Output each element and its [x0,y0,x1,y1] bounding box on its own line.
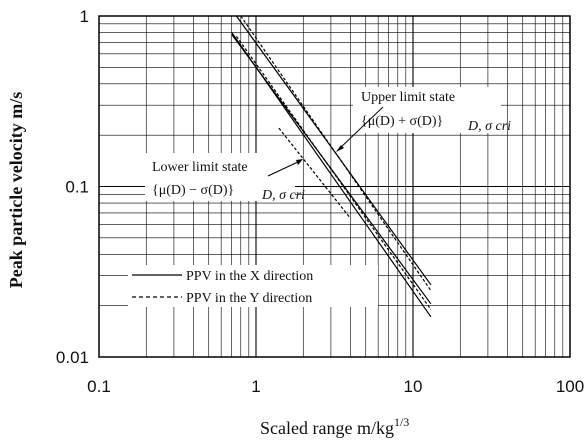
x-tick-label: 0.1 [87,377,111,396]
upper-limit-title: Upper limit state [361,90,455,105]
series-line-1 [235,15,432,286]
series-line-5 [235,35,432,310]
x-axis-title-superscript: 1/3 [394,415,409,429]
y-tick-label: 1 [80,7,89,26]
legend: PPV in the X direction PPV in the Y dire… [128,265,378,307]
series-layer [231,15,432,318]
series-line-4 [240,15,432,291]
x-axis-title-main: Scaled range m/kg [260,418,394,438]
upper-limit-subscript: D, σ cri [467,119,511,134]
lower-limit-pointer [267,160,301,177]
series-line-6 [278,127,351,219]
x-tick-label: 100 [556,377,584,396]
plot-frame [98,15,571,358]
lower-limit-annotation: Lower limit state {μ(D) − σ(D)} D, σ cri [145,153,305,203]
legend-label-y: PPV in the Y direction [186,291,312,306]
upper-limit-formula: {μ(D) + σ(D)} [361,114,443,129]
y-tick-label: 0.01 [56,348,89,367]
series-line-3 [231,32,432,318]
upper-limit-annotation: Upper limit state {μ(D) + σ(D)} D, σ cri [336,87,511,152]
lower-limit-title: Lower limit state [152,160,248,175]
y-tick-label: 0.1 [65,178,89,197]
lower-limit-formula: {μ(D) − σ(D)} [152,183,234,198]
upper-limit-pointer [337,106,384,151]
lower-limit-subscript: D, σ cri [261,188,305,203]
x-tick-label: 1 [251,377,260,396]
grid [99,16,570,357]
upper-limit-arrowhead [336,145,344,152]
legend-label-x: PPV in the X direction [186,269,313,284]
x-tick-label: 10 [404,377,423,396]
tick-labels: 0.1 1 10 100 0.01 0.1 1 [56,7,584,396]
x-axis-title: Scaled range m/kg1/3 [260,415,409,438]
y-axis-title: Peak particle velocity m/s [6,92,26,288]
lower-limit-arrowhead [296,159,303,165]
